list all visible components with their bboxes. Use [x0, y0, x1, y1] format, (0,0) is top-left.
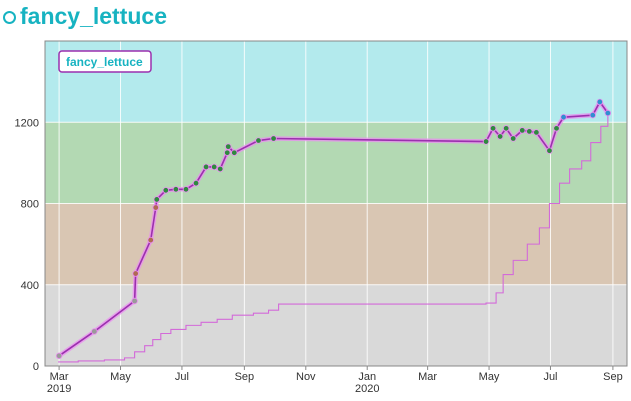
data-point [510, 135, 517, 142]
x-tick-label: Sep [235, 371, 255, 383]
data-point [255, 137, 262, 144]
data-point [217, 165, 224, 173]
data-point [604, 109, 612, 117]
secondary-line [58, 114, 609, 363]
data-point [270, 135, 277, 142]
data-point [153, 196, 160, 203]
x-tick-label: Jul [175, 371, 189, 383]
data-point [489, 125, 497, 132]
data-point [553, 125, 560, 132]
data-point [202, 163, 210, 171]
data-point [225, 143, 232, 150]
page-header: fancy_lettuce [0, 0, 167, 32]
y-tick-label: 400 [21, 280, 39, 292]
data-point [231, 149, 238, 156]
x-tick-year-label: 2020 [355, 383, 379, 395]
data-point [560, 113, 567, 121]
data-point [589, 111, 596, 119]
data-point [482, 138, 490, 145]
y-tick-label: 1200 [15, 117, 39, 129]
legend: fancy_lettuce [58, 50, 152, 73]
data-point [533, 129, 540, 136]
data-point [496, 133, 504, 140]
legend-entry: fancy_lettuce [66, 55, 143, 69]
secondary-line-path [58, 114, 609, 363]
x-tick-label: Mar [418, 371, 437, 383]
y-axis-ticks: 0 400 800 1200 [15, 117, 39, 373]
data-point [519, 127, 526, 134]
data-point [55, 352, 63, 360]
data-point [147, 236, 154, 244]
data-point [172, 186, 180, 193]
data-point [546, 147, 553, 154]
x-tick-label: Jan [358, 371, 376, 383]
data-point [91, 328, 98, 335]
data-point [152, 204, 159, 211]
band-2 [45, 122, 627, 204]
x-tick-label: Mar [50, 371, 69, 383]
x-tick-label: May [479, 371, 500, 383]
y-tick-label: 0 [33, 361, 39, 373]
plot-frame [44, 40, 628, 367]
circle-outline-icon [3, 10, 16, 24]
data-points [55, 98, 612, 360]
x-tick-label: Sep [603, 371, 623, 383]
page-title: fancy_lettuce [20, 2, 168, 29]
data-point [162, 187, 170, 194]
data-point [131, 297, 138, 305]
x-tick-label: Jul [543, 371, 557, 383]
data-point [502, 125, 510, 132]
legend-box [58, 50, 152, 73]
band-0 [45, 284, 627, 366]
x-tick-label: Nov [296, 371, 316, 383]
data-point [526, 128, 533, 135]
x-tick-label: May [110, 371, 131, 383]
data-point [132, 270, 139, 277]
data-point [182, 186, 190, 193]
data-point [210, 163, 218, 171]
data-point [224, 149, 231, 156]
y-tick-label: 800 [21, 199, 39, 211]
x-tick-year-label: 2019 [47, 383, 71, 395]
data-point [596, 98, 604, 106]
data-point [192, 179, 200, 187]
